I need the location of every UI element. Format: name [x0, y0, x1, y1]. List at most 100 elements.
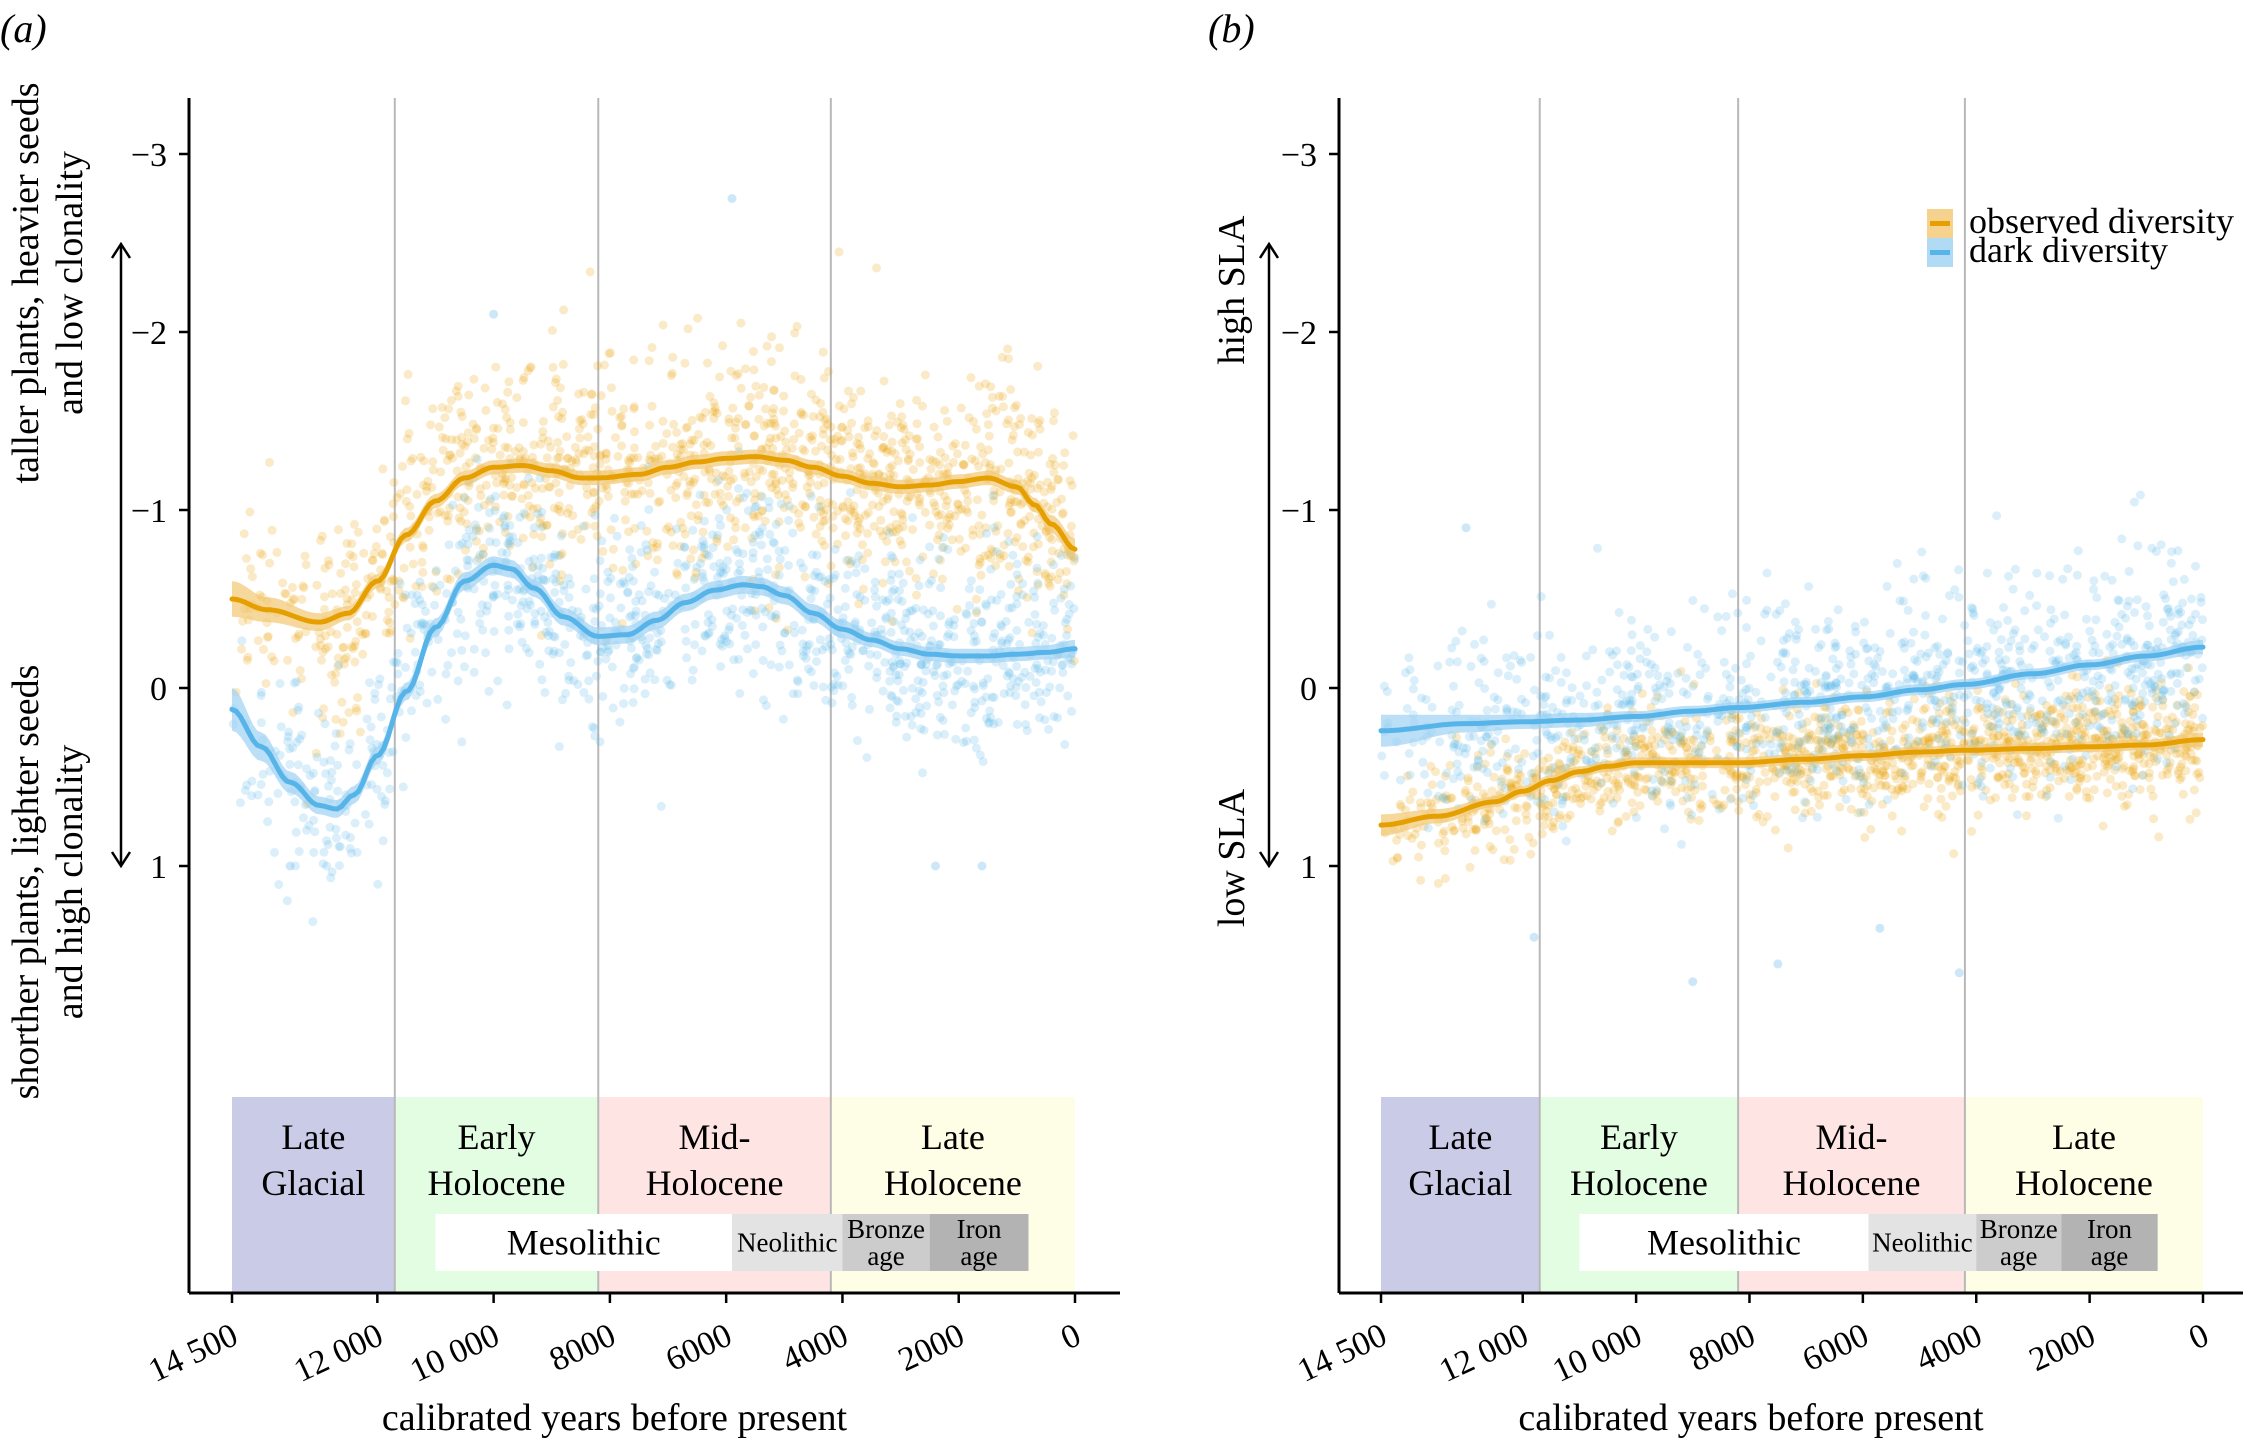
scatter-point: [453, 607, 463, 617]
scatter-point: [404, 428, 414, 438]
scatter-point: [865, 449, 875, 459]
scatter-point: [790, 328, 800, 338]
scatter-point: [322, 836, 332, 846]
scatter-point: [744, 401, 754, 411]
scatter-point: [1012, 570, 1022, 580]
scatter-point: [840, 514, 850, 524]
scatter-point: [527, 478, 537, 488]
scatter-point: [1009, 497, 1019, 507]
scatter-point: [1865, 742, 1875, 751]
scatter-point: [574, 424, 584, 434]
scatter-point: [452, 435, 462, 445]
scatter-point: [754, 527, 764, 537]
scatter-point: [1521, 801, 1531, 810]
scatter-point: [727, 433, 737, 443]
scatter-point: [380, 796, 390, 806]
scatter-point: [766, 418, 776, 428]
scatter-point: [1898, 781, 1908, 791]
scatter-point: [2129, 641, 2139, 651]
scatter-point: [798, 444, 808, 454]
scatter-point: [1996, 635, 2006, 645]
scatter-point: [703, 618, 713, 627]
scatter-point: [456, 407, 466, 417]
scatter-point: [486, 494, 496, 504]
scatter-point: [2042, 709, 2052, 719]
y-axis-label-upper: high SLA: [1211, 215, 1253, 364]
scatter-point: [2046, 605, 2056, 615]
scatter-point: [1435, 737, 1445, 747]
x-tick-label: 8000: [544, 1317, 621, 1379]
scatter-point: [351, 580, 361, 589]
scatter-point: [1967, 826, 1977, 836]
scatter-point: [1841, 794, 1851, 804]
scatter-point: [1049, 598, 1059, 608]
scatter-point: [816, 501, 826, 511]
scatter-point: [863, 508, 873, 518]
scatter-point: [563, 453, 573, 463]
scatter-point: [567, 530, 577, 539]
scatter-point: [936, 447, 945, 457]
scatter-point: [805, 584, 815, 593]
scatter-point: [2085, 626, 2095, 636]
scatter-point: [1665, 678, 1675, 688]
scatter-point: [1766, 739, 1776, 749]
scatter-point: [805, 477, 815, 487]
scatter-point: [1019, 447, 1029, 457]
scatter-point: [1502, 653, 1511, 663]
scatter-point: [376, 712, 386, 722]
scatter-point: [688, 545, 698, 555]
scatter-point: [1003, 344, 1013, 354]
scatter-point: [2102, 629, 2112, 639]
scatter-point: [827, 698, 837, 708]
period-label: Mid-: [679, 1117, 751, 1157]
scatter-point: [1027, 430, 1037, 440]
scatter-point: [790, 371, 800, 381]
scatter-point: [1657, 776, 1667, 786]
scatter-point: [750, 495, 759, 505]
scatter-point: [1647, 734, 1657, 744]
scatter-point: [808, 550, 817, 560]
scatter-point: [353, 527, 363, 537]
scatter-point: [907, 683, 917, 693]
scatter-point: [1936, 783, 1946, 793]
scatter-point: [867, 500, 877, 510]
scatter-point: [920, 507, 930, 517]
scatter-point: [1433, 661, 1443, 671]
scatter-point: [707, 615, 717, 625]
scatter-point: [1036, 697, 1046, 707]
scatter-point: [574, 389, 584, 399]
scatter-point: [478, 549, 488, 559]
scatter-point: [838, 503, 848, 513]
scatter-point: [1058, 668, 1068, 677]
scatter-point: [780, 545, 790, 555]
scatter-point: [1931, 696, 1941, 706]
scatter-point: [412, 619, 422, 629]
scatter-point: [1612, 685, 1622, 695]
scatter-point: [794, 428, 804, 438]
scatter-point: [840, 602, 850, 612]
scatter-point: [997, 638, 1007, 648]
scatter-point: [986, 595, 996, 605]
scatter-point: [1030, 610, 1040, 619]
scatter-point: [1849, 669, 1859, 679]
scatter-point: [1498, 809, 1508, 819]
scatter-point: [2072, 783, 2082, 793]
scatter-point: [726, 366, 736, 376]
scatter-point: [620, 496, 630, 506]
arch-period-label: age: [2000, 1241, 2037, 1271]
scatter-point: [997, 352, 1007, 362]
scatter-point: [1863, 707, 1873, 717]
scatter-point: [769, 418, 779, 428]
scatter-point: [519, 373, 529, 383]
scatter-point: [319, 847, 329, 857]
scatter-point: [950, 439, 960, 449]
scatter-point: [1846, 804, 1856, 814]
scatter-point: [1068, 431, 1078, 441]
scatter-point: [630, 427, 639, 437]
scatter-point: [1770, 792, 1780, 802]
scatter-point: [992, 547, 1002, 556]
scatter-point: [2178, 598, 2188, 608]
scatter-point: [2176, 607, 2186, 617]
scatter-point: [1029, 528, 1039, 538]
scatter-point: [688, 665, 698, 675]
